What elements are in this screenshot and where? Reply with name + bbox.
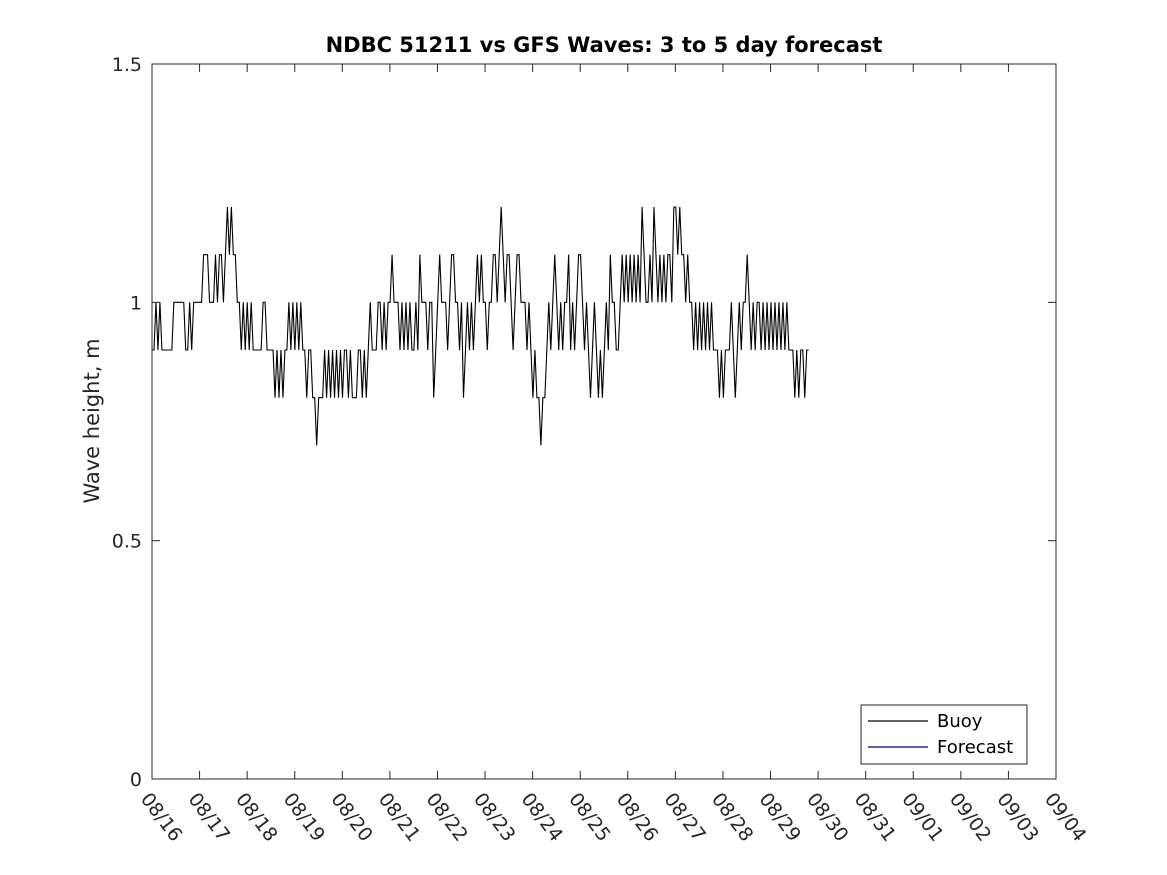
series-buoy-line bbox=[152, 206, 809, 446]
legend-forecast-label: Forecast bbox=[937, 737, 1013, 758]
series-layer bbox=[152, 206, 809, 446]
y-axis: 0 0.5 1 1.5 bbox=[112, 54, 1056, 791]
y-tick-label: 0 bbox=[130, 769, 142, 791]
legend: Buoy Forecast bbox=[860, 704, 1028, 765]
plot-frame bbox=[151, 63, 1057, 780]
y-tick-label: 1 bbox=[130, 292, 142, 314]
y-axis-label: Wave height, m bbox=[80, 338, 104, 503]
plot-area bbox=[152, 64, 1056, 779]
legend-buoy-label: Buoy bbox=[937, 711, 983, 732]
y-tick-label: 1.5 bbox=[112, 54, 142, 76]
y-tick-label: 0.5 bbox=[112, 531, 142, 553]
legend-box bbox=[860, 704, 1028, 765]
chart-title: NDBC 51211 vs GFS Waves: 3 to 5 day fore… bbox=[326, 33, 883, 57]
